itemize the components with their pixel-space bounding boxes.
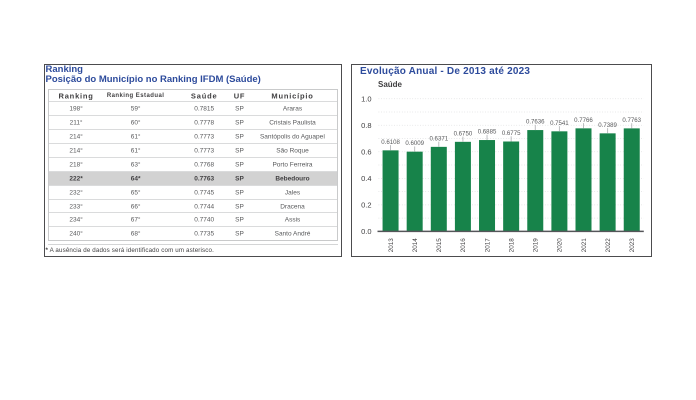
svg-text:2022: 2022 [605, 238, 612, 253]
svg-text:2019: 2019 [533, 238, 540, 253]
svg-text:2017: 2017 [484, 238, 491, 253]
svg-text:2016: 2016 [460, 238, 467, 253]
svg-text:0.0: 0.0 [361, 227, 371, 236]
svg-text:2013: 2013 [388, 238, 395, 253]
svg-text:0.6750: 0.6750 [454, 130, 473, 137]
svg-text:0.6009: 0.6009 [405, 140, 424, 147]
svg-text:0.2: 0.2 [361, 200, 371, 209]
svg-text:0.8: 0.8 [361, 121, 371, 130]
svg-text:0.7389: 0.7389 [598, 122, 617, 129]
svg-text:0.6775: 0.6775 [502, 130, 521, 137]
svg-text:0.6108: 0.6108 [381, 139, 400, 146]
svg-text:2021: 2021 [581, 238, 588, 253]
svg-text:2015: 2015 [436, 238, 443, 253]
svg-text:0.7541: 0.7541 [550, 120, 569, 127]
svg-text:0.7636: 0.7636 [526, 119, 545, 126]
svg-text:2023: 2023 [629, 238, 636, 253]
svg-text:0.6371: 0.6371 [429, 135, 448, 142]
svg-text:0.6: 0.6 [361, 147, 371, 156]
svg-text:2014: 2014 [412, 238, 419, 253]
svg-text:2020: 2020 [557, 238, 564, 253]
svg-text:0.4: 0.4 [361, 174, 371, 183]
svg-text:1.0: 1.0 [361, 94, 371, 103]
svg-text:0.7763: 0.7763 [622, 117, 641, 124]
svg-text:0.7766: 0.7766 [574, 117, 593, 124]
svg-text:2018: 2018 [508, 238, 515, 253]
svg-text:0.6885: 0.6885 [478, 129, 497, 136]
